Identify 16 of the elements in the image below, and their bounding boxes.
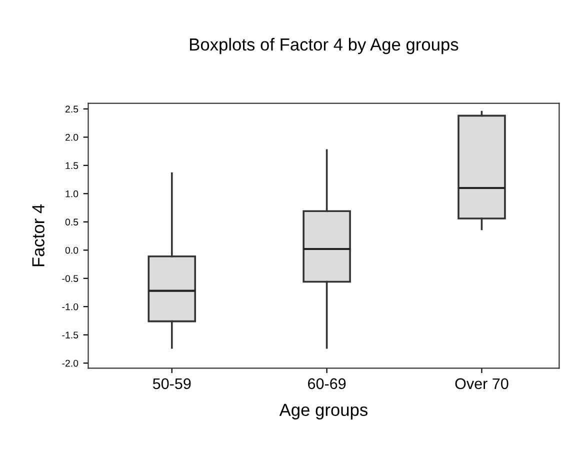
y-tick-label: -1.5 bbox=[62, 332, 78, 338]
y-tick-label: -2.0 bbox=[62, 360, 78, 367]
y-tick-label: -0.5 bbox=[62, 275, 78, 282]
y-tick-label: 1.0 bbox=[66, 190, 78, 198]
chart-title: Boxplots of Factor 4 by Age groups bbox=[190, 38, 458, 54]
x-axis-title: Age groups bbox=[279, 404, 368, 420]
x-tick-label: 50-59 bbox=[152, 378, 191, 390]
x-tick-label: Over 70 bbox=[455, 378, 508, 390]
y-tick-label: 0.5 bbox=[65, 218, 78, 226]
y-tick-label: 2.0 bbox=[65, 134, 78, 141]
x-tick-label: 60-69 bbox=[308, 378, 346, 390]
y-tick-label: -1.0 bbox=[62, 303, 78, 310]
y-tick-label: 1.5 bbox=[66, 162, 78, 170]
y-axis-title: Factor 4 bbox=[32, 204, 44, 266]
y-tick-label: 0.0 bbox=[65, 246, 78, 254]
y-tick-label: 2.5 bbox=[65, 106, 78, 113]
